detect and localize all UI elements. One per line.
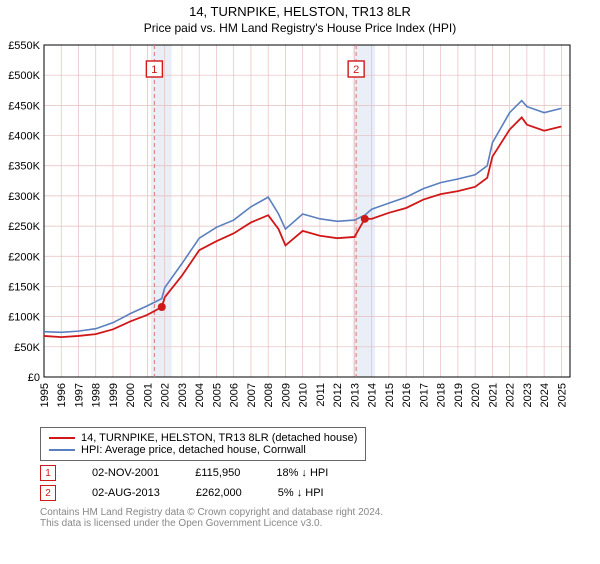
svg-text:2024: 2024 [539,383,551,407]
sale-row: 2 02-AUG-2013 £262,000 5% ↓ HPI [40,485,600,501]
sale-date: 02-AUG-2013 [92,487,160,499]
svg-text:2020: 2020 [470,383,482,407]
svg-text:£450K: £450K [8,100,40,112]
svg-text:£150K: £150K [8,281,40,293]
footnote-line2: This data is licensed under the Open Gov… [40,518,600,529]
svg-text:2002: 2002 [160,383,172,407]
svg-text:£500K: £500K [8,70,40,82]
svg-text:2013: 2013 [349,383,361,407]
svg-text:2017: 2017 [418,383,430,407]
sales-list: 1 02-NOV-2001 £115,950 18% ↓ HPI 2 02-AUG-201… [0,465,600,501]
svg-text:2015: 2015 [384,383,396,407]
svg-text:1995: 1995 [39,383,51,407]
svg-text:1998: 1998 [91,383,103,407]
sale-price: £115,950 [195,467,240,479]
legend: 14, TURNPIKE, HELSTON, TR13 8LR (detache… [40,427,366,461]
svg-text:2023: 2023 [522,383,534,407]
sale-delta: 5% ↓ HPI [278,487,324,499]
svg-text:1996: 1996 [56,383,68,407]
legend-swatch [49,449,75,451]
svg-text:2003: 2003 [177,383,189,407]
chart-title: 14, TURNPIKE, HELSTON, TR13 8LR [0,4,600,19]
legend-item: HPI: Average price, detached house, Corn… [49,444,357,456]
svg-text:£350K: £350K [8,161,40,173]
svg-text:2: 2 [353,64,359,76]
svg-text:2010: 2010 [298,383,310,407]
svg-text:£100K: £100K [8,312,40,324]
svg-text:2011: 2011 [315,383,327,407]
legend-label: 14, TURNPIKE, HELSTON, TR13 8LR (detache… [81,432,357,444]
svg-text:2016: 2016 [401,383,413,407]
svg-text:2012: 2012 [332,383,344,407]
chart-area: £0 £50K £100K £150K £200K £250K £300K £350K £400… [0,41,600,421]
svg-text:2014: 2014 [367,383,379,407]
svg-text:2005: 2005 [211,383,223,407]
svg-text:£550K: £550K [8,41,40,52]
svg-text:£300K: £300K [8,191,40,203]
svg-text:£200K: £200K [8,251,40,263]
svg-text:1: 1 [151,64,157,76]
svg-text:£50K: £50K [14,342,40,354]
sale-marker: 2 [40,485,56,501]
footnote-line1: Contains HM Land Registry data © Crown c… [40,507,600,518]
svg-text:2000: 2000 [125,383,137,407]
svg-text:2021: 2021 [487,383,499,407]
svg-text:2009: 2009 [280,383,292,407]
chart-subtitle: Price paid vs. HM Land Registry's House … [0,21,600,35]
svg-text:2018: 2018 [436,383,448,407]
svg-text:2004: 2004 [194,383,206,407]
svg-text:2022: 2022 [505,383,517,407]
sale-date: 02-NOV-2001 [92,467,159,479]
sale-price: £262,000 [196,487,242,499]
legend-swatch [49,437,75,439]
svg-text:2025: 2025 [556,383,568,407]
footnote: Contains HM Land Registry data © Crown c… [40,507,600,529]
legend-item: 14, TURNPIKE, HELSTON, TR13 8LR (detache… [49,432,357,444]
svg-text:2006: 2006 [229,383,241,407]
svg-text:£0: £0 [28,372,40,384]
svg-text:2019: 2019 [453,383,465,407]
svg-text:1997: 1997 [73,383,85,407]
svg-text:£400K: £400K [8,131,40,143]
sale-row: 1 02-NOV-2001 £115,950 18% ↓ HPI [40,465,600,481]
legend-label: HPI: Average price, detached house, Corn… [81,444,306,456]
sale-marker: 1 [40,465,56,481]
sale-delta: 18% ↓ HPI [276,467,328,479]
svg-text:2007: 2007 [246,383,258,407]
svg-text:2008: 2008 [263,383,275,407]
svg-text:1999: 1999 [108,383,120,407]
svg-text:£250K: £250K [8,221,40,233]
line-chart: £0 £50K £100K £150K £200K £250K £300K £350K £400… [0,41,580,421]
svg-text:2001: 2001 [142,383,154,407]
